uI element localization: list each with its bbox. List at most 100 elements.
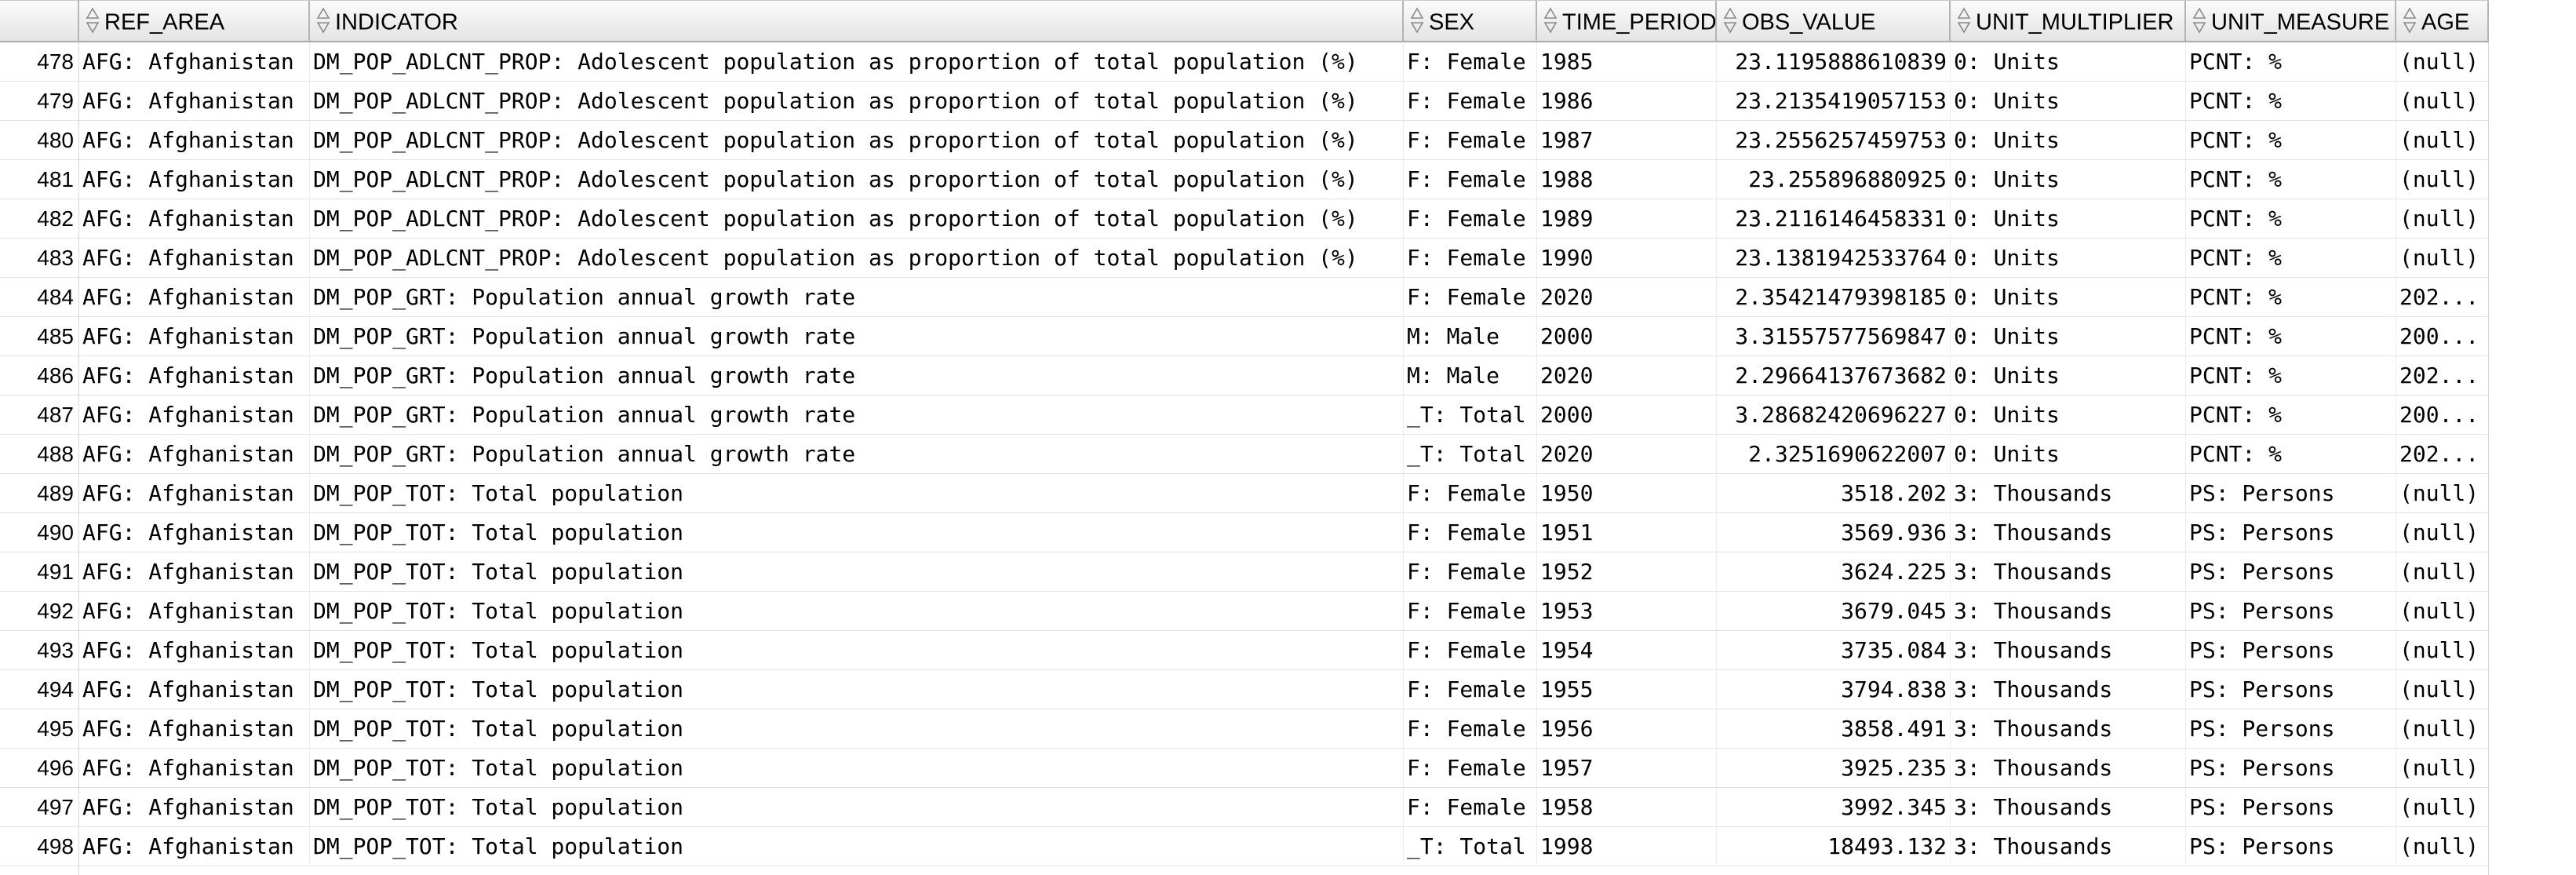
cell-unit-measure[interactable]: PS: Persons <box>2186 474 2396 512</box>
sort-arrows-icon[interactable] <box>1723 6 1737 35</box>
cell-obs-value[interactable]: 23.2556257459753 <box>1717 121 1951 159</box>
cell-unit-multiplier[interactable]: 0: Units <box>1951 121 2186 159</box>
cell-obs-value[interactable]: 3.28682420696227 <box>1717 396 1951 434</box>
cell-indicator[interactable]: DM_POP_ADLCNT_PROP: Adolescent populatio… <box>310 160 1404 199</box>
cell-ref-area[interactable]: AFG: Afghanistan <box>79 474 310 512</box>
table-row[interactable]: 492 AFG: Afghanistan DM_POP_TOT: Total pop… <box>0 592 2489 631</box>
cell-indicator[interactable]: DM_POP_TOT: Total population <box>310 552 1404 591</box>
cell-indicator[interactable]: DM_POP_GRT: Population annual growth rat… <box>310 396 1404 434</box>
cell-time-period[interactable]: 1954 <box>1537 631 1717 669</box>
table-row[interactable]: 480 AFG: Afghanistan DM_POP_ADLCNT_PROP: A… <box>0 121 2489 160</box>
cell-ref-area[interactable]: AFG: Afghanistan <box>79 199 310 238</box>
cell-obs-value[interactable]: 18493.132 <box>1717 827 1951 866</box>
cell-indicator[interactable]: DM_POP_TOT: Total population <box>310 788 1404 826</box>
cell-unit-multiplier[interactable]: 0: Units <box>1951 278 2186 316</box>
cell-time-period[interactable]: 1951 <box>1537 513 1717 552</box>
cell-unit-multiplier[interactable]: 0: Units <box>1951 317 2186 355</box>
cell-obs-value[interactable]: 3992.345 <box>1717 788 1951 826</box>
cell-sex[interactable]: F: Female <box>1404 631 1537 669</box>
cell-obs-value[interactable]: 23.1381942533764 <box>1717 239 1951 277</box>
cell-obs-value[interactable]: 23.2116146458331 <box>1717 199 1951 238</box>
cell-sex[interactable]: _T: Total <box>1404 396 1537 434</box>
cell-sex[interactable]: F: Female <box>1404 788 1537 826</box>
sort-arrows-icon[interactable] <box>2192 6 2206 35</box>
cell-ref-area[interactable]: AFG: Afghanistan <box>79 239 310 277</box>
cell-time-period[interactable]: 1953 <box>1537 592 1717 630</box>
column-header-age[interactable]: AGE <box>2396 1 2489 42</box>
cell-ref-area[interactable]: AFG: Afghanistan <box>79 435 310 473</box>
cell-unit-measure[interactable]: PCNT: % <box>2186 435 2396 473</box>
cell-sex[interactable]: M: Male <box>1404 356 1537 395</box>
cell-obs-value[interactable]: 3.31557577569847 <box>1717 317 1951 355</box>
cell-unit-measure[interactable]: PCNT: % <box>2186 239 2396 277</box>
sort-arrows-icon[interactable] <box>316 6 330 35</box>
cell-sex[interactable]: F: Female <box>1404 670 1537 709</box>
cell-unit-measure[interactable]: PCNT: % <box>2186 356 2396 395</box>
cell-indicator[interactable]: DM_POP_GRT: Population annual growth rat… <box>310 435 1404 473</box>
cell-sex[interactable]: F: Female <box>1404 42 1537 81</box>
cell-unit-measure[interactable]: PCNT: % <box>2186 278 2396 316</box>
table-row[interactable]: 496 AFG: Afghanistan DM_POP_TOT: Total pop… <box>0 749 2489 788</box>
cell-obs-value[interactable]: 3679.045 <box>1717 592 1951 630</box>
cell-ref-area[interactable]: AFG: Afghanistan <box>79 788 310 826</box>
cell-indicator[interactable]: DM_POP_TOT: Total population <box>310 513 1404 552</box>
cell-ref-area[interactable]: AFG: Afghanistan <box>79 709 310 748</box>
cell-ref-area[interactable]: AFG: Afghanistan <box>79 42 310 81</box>
cell-unit-multiplier[interactable]: 0: Units <box>1951 396 2186 434</box>
column-header-unit-measure[interactable]: UNIT_MEASURE <box>2186 1 2396 42</box>
cell-obs-value[interactable]: 3624.225 <box>1717 552 1951 591</box>
cell-age[interactable]: (null) <box>2396 82 2489 120</box>
cell-obs-value[interactable]: 3569.936 <box>1717 513 1951 552</box>
cell-unit-measure[interactable]: PS: Persons <box>2186 631 2396 669</box>
table-row[interactable]: 495 AFG: Afghanistan DM_POP_TOT: Total pop… <box>0 709 2489 749</box>
cell-age[interactable]: (null) <box>2396 121 2489 159</box>
cell-obs-value[interactable]: 3518.202 <box>1717 474 1951 512</box>
cell-ref-area[interactable]: AFG: Afghanistan <box>79 278 310 316</box>
cell-sex[interactable]: F: Female <box>1404 239 1537 277</box>
cell-indicator[interactable]: DM_POP_ADLCNT_PROP: Adolescent populatio… <box>310 239 1404 277</box>
table-row[interactable]: 489 AFG: Afghanistan DM_POP_TOT: Total pop… <box>0 474 2489 513</box>
cell-indicator[interactable]: DM_POP_TOT: Total population <box>310 827 1404 866</box>
cell-indicator[interactable]: DM_POP_ADLCNT_PROP: Adolescent populatio… <box>310 199 1404 238</box>
cell-unit-measure[interactable]: PS: Persons <box>2186 592 2396 630</box>
cell-unit-multiplier[interactable]: 0: Units <box>1951 82 2186 120</box>
cell-unit-measure[interactable]: PCNT: % <box>2186 160 2396 199</box>
cell-unit-measure[interactable]: PCNT: % <box>2186 121 2396 159</box>
cell-unit-multiplier[interactable]: 3: Thousands <box>1951 827 2186 866</box>
cell-unit-multiplier[interactable]: 3: Thousands <box>1951 631 2186 669</box>
cell-indicator[interactable]: DM_POP_GRT: Population annual growth rat… <box>310 356 1404 395</box>
table-row[interactable]: 487 AFG: Afghanistan DM_POP_GRT: Populatio… <box>0 396 2489 435</box>
cell-sex[interactable]: F: Female <box>1404 82 1537 120</box>
cell-obs-value[interactable]: 3925.235 <box>1717 749 1951 787</box>
cell-obs-value[interactable]: 2.35421479398185 <box>1717 278 1951 316</box>
cell-unit-measure[interactable]: PCNT: % <box>2186 317 2396 355</box>
cell-age[interactable]: 202... <box>2396 435 2489 473</box>
cell-sex[interactable]: M: Male <box>1404 317 1537 355</box>
cell-indicator[interactable]: DM_POP_TOT: Total population <box>310 749 1404 787</box>
cell-sex[interactable]: F: Female <box>1404 474 1537 512</box>
cell-age[interactable]: (null) <box>2396 631 2489 669</box>
cell-ref-area[interactable]: AFG: Afghanistan <box>79 160 310 199</box>
cell-unit-measure[interactable]: PS: Persons <box>2186 749 2396 787</box>
cell-unit-multiplier[interactable]: 3: Thousands <box>1951 552 2186 591</box>
cell-unit-measure[interactable]: PCNT: % <box>2186 42 2396 81</box>
table-row[interactable]: 483 AFG: Afghanistan DM_POP_ADLCNT_PROP: A… <box>0 239 2489 278</box>
sort-arrows-icon[interactable] <box>1543 6 1558 35</box>
cell-sex[interactable]: _T: Total <box>1404 435 1537 473</box>
cell-indicator[interactable]: DM_POP_TOT: Total population <box>310 592 1404 630</box>
table-row[interactable]: 485 AFG: Afghanistan DM_POP_GRT: Populatio… <box>0 317 2489 356</box>
cell-ref-area[interactable]: AFG: Afghanistan <box>79 396 310 434</box>
cell-sex[interactable]: _T: Total <box>1404 827 1537 866</box>
cell-obs-value[interactable]: 3794.838 <box>1717 670 1951 709</box>
table-row[interactable]: 494 AFG: Afghanistan DM_POP_TOT: Total pop… <box>0 670 2489 709</box>
cell-unit-multiplier[interactable]: 3: Thousands <box>1951 788 2186 826</box>
table-row[interactable]: 486 AFG: Afghanistan DM_POP_GRT: Populatio… <box>0 356 2489 396</box>
cell-unit-measure[interactable]: PS: Persons <box>2186 513 2396 552</box>
sort-arrows-icon[interactable] <box>1957 6 1971 35</box>
cell-indicator[interactable]: DM_POP_ADLCNT_PROP: Adolescent populatio… <box>310 42 1404 81</box>
cell-age[interactable]: (null) <box>2396 42 2489 81</box>
cell-ref-area[interactable]: AFG: Afghanistan <box>79 513 310 552</box>
cell-sex[interactable]: F: Female <box>1404 592 1537 630</box>
column-header-time-period[interactable]: TIME_PERIOD <box>1537 1 1717 42</box>
cell-unit-multiplier[interactable]: 0: Units <box>1951 199 2186 238</box>
